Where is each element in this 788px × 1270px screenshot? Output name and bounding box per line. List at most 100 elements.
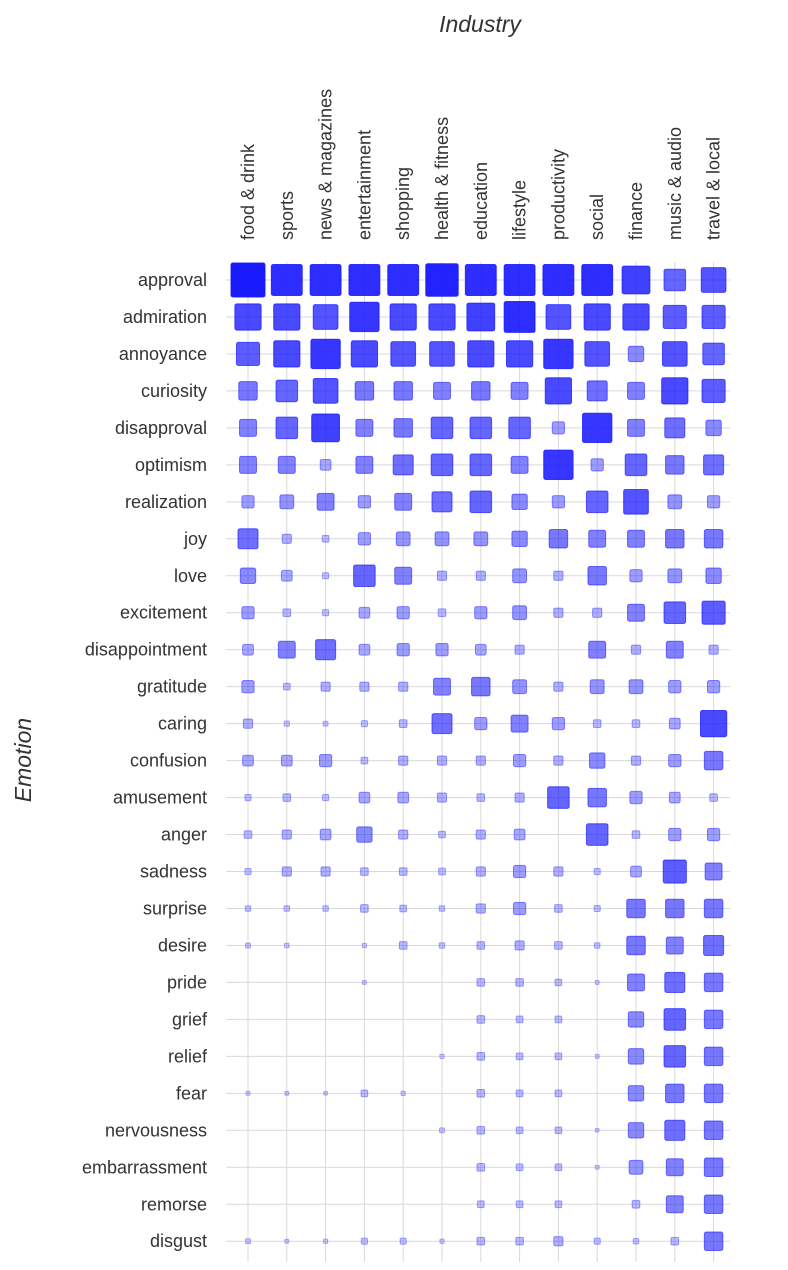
y-tick-label: gratitude: [137, 677, 207, 697]
heatmap-cell: [244, 794, 252, 802]
heatmap-cell: [360, 1089, 369, 1098]
heatmap-cell: [512, 679, 528, 695]
heatmap-cell: [474, 643, 487, 656]
heatmap-cell: [553, 681, 564, 692]
heatmap-cell: [593, 904, 601, 913]
heatmap-cell: [353, 564, 376, 588]
heatmap-cell: [282, 682, 291, 691]
heatmap-cell: [627, 418, 645, 437]
heatmap-cell: [475, 866, 486, 877]
heatmap-cell: [553, 607, 564, 618]
heatmap-cell: [553, 1236, 564, 1247]
heatmap-cell: [668, 827, 682, 842]
heatmap-cell: [554, 978, 563, 987]
heatmap-cell: [554, 1163, 563, 1172]
heatmap-cell: [400, 1090, 406, 1096]
heatmap-cell: [429, 341, 455, 367]
heatmap-cell: [393, 381, 413, 401]
heatmap-cell: [554, 941, 563, 950]
heatmap-cell: [476, 1052, 486, 1061]
heatmap-cell: [553, 755, 564, 766]
heatmap-cell: [705, 419, 722, 437]
heatmap-cell: [554, 1015, 563, 1024]
heatmap-cell: [473, 531, 489, 547]
heatmap-cell: [322, 720, 329, 727]
heatmap-cell: [433, 677, 451, 696]
heatmap-cell: [703, 1009, 724, 1030]
heatmap-cell: [663, 268, 687, 292]
heatmap-cell: [310, 338, 341, 370]
heatmap-cell: [474, 716, 488, 731]
heatmap-cell: [394, 492, 413, 511]
heatmap-cell: [514, 940, 525, 951]
heatmap-cell: [312, 378, 339, 404]
heatmap-cell: [663, 1008, 687, 1031]
heatmap-cell: [282, 793, 292, 802]
heatmap-cell: [309, 264, 342, 296]
heatmap-cell: [551, 716, 566, 731]
heatmap-cell: [357, 532, 372, 546]
heatmap-cell: [628, 1159, 644, 1175]
heatmap-cell: [244, 867, 252, 876]
heatmap-cell: [627, 1011, 645, 1028]
heatmap-cell: [705, 567, 722, 584]
y-tick-label: excitement: [120, 603, 207, 623]
heatmap-cell: [439, 1127, 445, 1134]
heatmap-cell: [665, 1083, 685, 1104]
heatmap-cell: [435, 643, 449, 657]
heatmap-cell: [360, 756, 369, 765]
heatmap-cell: [703, 1046, 724, 1067]
heatmap-cell: [436, 570, 448, 581]
y-tick-label: admiration: [123, 307, 207, 327]
heatmap-cell: [630, 644, 642, 655]
heatmap-cell: [235, 341, 261, 367]
heatmap-cell: [627, 973, 645, 992]
heatmap-cell: [667, 568, 683, 584]
heatmap-cell: [662, 859, 687, 884]
heatmap-cell: [702, 342, 725, 366]
heatmap-marks: [230, 262, 728, 1251]
y-tick-label: nervousness: [105, 1120, 207, 1140]
heatmap-cell: [357, 495, 372, 509]
heatmap-cell: [245, 1238, 251, 1245]
heatmap-cell: [588, 529, 607, 548]
heatmap-cell: [582, 412, 613, 444]
heatmap-cell: [230, 262, 266, 298]
heatmap-cell: [594, 1053, 600, 1059]
heatmap-cell: [279, 494, 295, 510]
heatmap-cell: [434, 531, 450, 547]
heatmap-cell: [360, 720, 368, 728]
heatmap-cell: [706, 680, 721, 694]
heatmap-cell: [348, 264, 381, 296]
heatmap-cell: [627, 1122, 645, 1139]
heatmap-cell: [503, 264, 536, 296]
heatmap-cell: [436, 792, 448, 803]
heatmap-cell: [431, 713, 453, 735]
heatmap-cell: [476, 1200, 485, 1209]
heatmap-cell: [438, 867, 446, 876]
heatmap-cell: [701, 600, 726, 625]
heatmap-cell: [513, 828, 526, 841]
heatmap-cell: [398, 941, 408, 950]
heatmap-cell: [701, 304, 726, 330]
heatmap-cell: [323, 1091, 328, 1096]
heatmap-cell: [592, 607, 603, 618]
heatmap-cell: [322, 905, 329, 912]
heatmap-cell: [583, 303, 611, 331]
heatmap-cell: [709, 793, 718, 802]
heatmap-cell: [515, 1089, 524, 1098]
heatmap-cell: [389, 303, 417, 331]
heatmap-cell: [590, 458, 604, 472]
x-tick-label: shopping: [393, 167, 413, 240]
heatmap-cell: [311, 413, 341, 443]
heatmap-cell: [703, 1120, 724, 1141]
heatmap-cell: [554, 1126, 563, 1135]
heatmap-cell: [631, 719, 641, 728]
heatmap-cell: [627, 603, 645, 622]
heatmap-cell: [512, 568, 528, 584]
heatmap-cell: [585, 823, 609, 846]
heatmap-cell: [629, 790, 643, 805]
y-tick-label: approval: [138, 270, 207, 290]
x-tick-label: sports: [277, 191, 297, 240]
